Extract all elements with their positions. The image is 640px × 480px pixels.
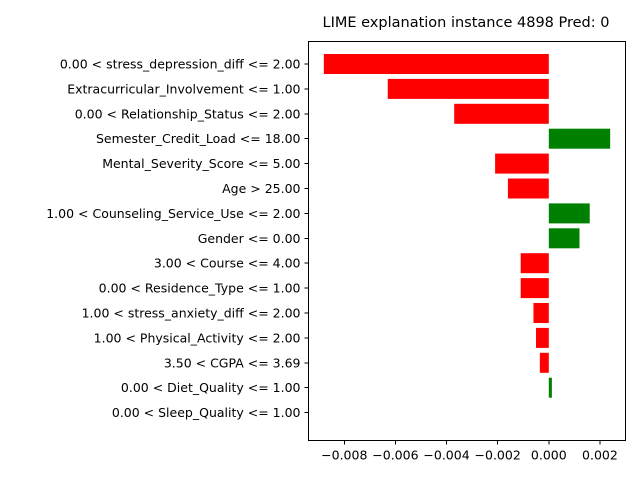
bar-9 (520, 278, 549, 299)
y-tick-label-0: 0.00 < stress_depression_diff <= 2.00 (60, 57, 301, 72)
bar-4 (495, 153, 549, 174)
bar-13 (548, 377, 552, 398)
bars-group (323, 54, 611, 398)
y-tick-label-11: 1.00 < Physical_Activity <= 2.00 (94, 330, 301, 345)
chart-title: LIME explanation instance 4898 Pred: 0 (323, 15, 610, 31)
plot-frame (308, 41, 626, 441)
x-tick-label-2: −0.004 (423, 448, 469, 463)
y-tick-label-7: Gender <= 0.00 (198, 231, 301, 246)
y-tick-label-6: 1.00 < Counseling_Service_Use <= 2.00 (46, 206, 300, 221)
x-tick-label-5: 0.002 (582, 448, 618, 463)
bar-10 (533, 303, 549, 323)
y-tick-label-1: Extracurricular_Involvement <= 1.00 (67, 81, 300, 96)
bar-7 (548, 228, 580, 249)
y-tick-label-5: Age > 25.00 (222, 181, 300, 196)
x-tick-label-1: −0.006 (372, 448, 418, 463)
bar-11 (536, 327, 549, 348)
y-tick-labels: 0.00 < stress_depression_diff <= 2.00 Ext… (46, 57, 309, 420)
x-tick-label-4: 0.000 (531, 448, 567, 463)
bar-8 (520, 253, 549, 274)
x-tick-label-3: −0.002 (475, 448, 521, 463)
y-tick-label-14: 0.00 < Sleep_Quality <= 1.00 (112, 405, 301, 420)
y-tick-label-2: 0.00 < Relationship_Status <= 2.00 (75, 106, 301, 121)
y-tick-label-9: 0.00 < Residence_Type <= 1.00 (99, 281, 301, 296)
bar-0 (323, 54, 549, 74)
bar-12 (539, 352, 549, 373)
y-tick-label-3: Semester_Credit_Load <= 18.00 (96, 131, 301, 146)
x-ticks: −0.008 −0.006 −0.004 −0.002 0.000 0.002 (321, 440, 618, 463)
y-tick-label-8: 3.00 < Course <= 4.00 (154, 256, 301, 271)
bar-2 (454, 103, 549, 124)
bar-1 (387, 78, 549, 99)
y-tick-label-10: 1.00 < stress_anxiety_diff <= 2.00 (82, 306, 301, 321)
x-tick-label-0: −0.008 (321, 448, 367, 463)
y-tick-label-12: 3.50 < CGPA <= 3.69 (164, 355, 301, 370)
y-tick-label-13: 0.00 < Diet_Quality <= 1.00 (121, 380, 301, 395)
bar-3 (548, 128, 611, 149)
bar-5 (507, 178, 549, 199)
y-tick-label-4: Mental_Severity_Score <= 5.00 (102, 156, 300, 171)
bar-6 (548, 203, 590, 224)
